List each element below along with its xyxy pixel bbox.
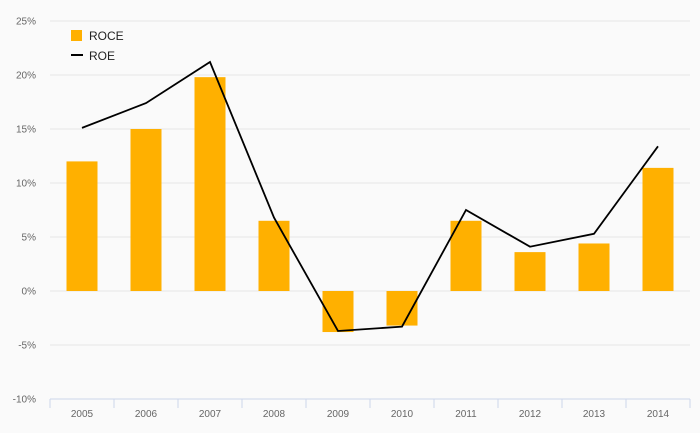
y-tick-label: 5% (22, 233, 37, 244)
roce-bar-2013 (578, 243, 610, 291)
legend-label-roe: ROE (89, 49, 115, 63)
x-tick-label: 2005 (71, 409, 94, 420)
x-tick-label: 2010 (391, 409, 414, 420)
x-tick-label: 2013 (583, 409, 606, 420)
y-tick-label: 20% (16, 71, 36, 82)
x-axis: 2005 2006 2007 2008 2009 2010 2011 2012 2013 2014 (49, 398, 691, 420)
roe-line (81, 60, 659, 332)
x-tick-label: 2012 (519, 409, 542, 420)
roce-bar-2011 (450, 220, 482, 291)
y-tick-label: 10% (16, 179, 36, 190)
x-tick-label: 2014 (647, 409, 670, 420)
y-tick-label: -10% (13, 395, 36, 406)
legend-swatch-roce (71, 30, 82, 41)
x-tick-label: 2011 (455, 409, 477, 420)
y-tick-label: 0% (22, 287, 37, 298)
roce-bar-2012 (514, 252, 546, 291)
roce-bar-2008 (258, 220, 290, 291)
legend: ROCE ROE (71, 29, 124, 63)
roce-bar-2006 (130, 129, 162, 291)
roce-bar-2005 (66, 161, 98, 291)
roe-line-series (81, 60, 659, 332)
y-tick-label: -5% (18, 341, 36, 352)
y-axis-tick-labels: 25% 20% 15% 10% 5% 0% -5% -10% (13, 17, 36, 406)
x-tick-label: 2008 (263, 409, 286, 420)
roce-bar-2007 (194, 77, 226, 291)
roce-bar-2014 (642, 167, 674, 291)
x-tick-label: 2007 (199, 409, 222, 420)
y-tick-label: 15% (16, 125, 36, 136)
legend-label-roce: ROCE (89, 29, 124, 43)
roce-bars (66, 77, 674, 333)
x-tick-label: 2006 (135, 409, 158, 420)
x-tick-label: 2009 (327, 409, 350, 420)
y-tick-label: 25% (16, 17, 36, 28)
